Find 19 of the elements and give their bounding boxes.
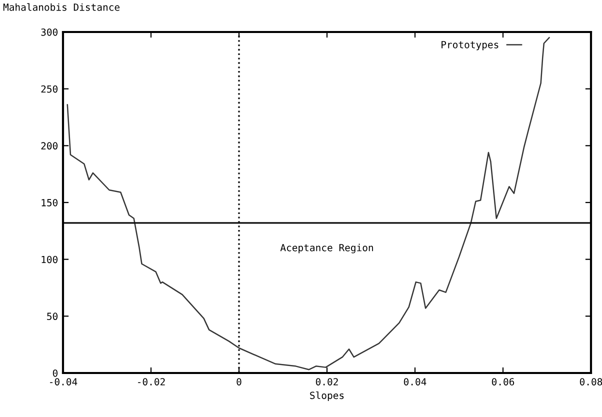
y-tick-label: 200 [41, 142, 58, 150]
y-tick-label: 300 [41, 28, 58, 36]
x-tick-label: -0.04 [50, 378, 78, 386]
y-tick-label: 50 [47, 312, 58, 320]
x-axis-title: Slopes [310, 391, 344, 401]
x-tick-label: 0.04 [404, 378, 426, 386]
line-series [66, 37, 550, 370]
legend-label: Prototypes [442, 41, 498, 50]
x-tick-label: -0.02 [138, 378, 165, 386]
annotation: Aceptance Region [280, 244, 373, 254]
y-tick-label: 150 [42, 199, 58, 206]
x-tick-label: 0 [236, 378, 242, 386]
x-tick-label: 0.08 [580, 378, 602, 386]
y-axis-title: Mahalanobis Distance [3, 3, 120, 11]
y-tick-label: 250 [41, 85, 58, 93]
y-tick-label: 100 [42, 256, 58, 264]
x-tick-label: 0.02 [316, 378, 338, 386]
y-tick-label: 0 [52, 370, 58, 377]
x-tick-label: 0.06 [492, 378, 514, 386]
